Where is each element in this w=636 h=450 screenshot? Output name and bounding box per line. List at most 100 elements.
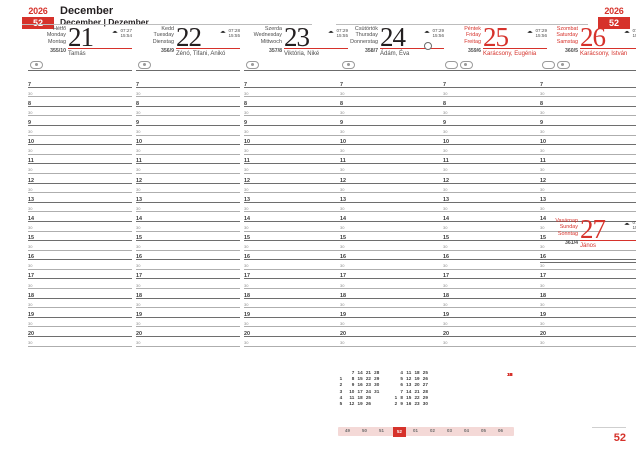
mini-day-cell[interactable]: 19 <box>414 376 420 382</box>
mini-week-number[interactable]: 03 <box>447 428 452 434</box>
time-slot-hour[interactable]: 14 <box>244 212 348 222</box>
time-slot-half[interactable]: 30 <box>244 279 348 290</box>
mini-day-cell[interactable]: 30 <box>422 401 428 407</box>
time-slot-half[interactable]: 30 <box>28 337 132 347</box>
time-slot-half[interactable]: 30 <box>340 222 444 232</box>
mini-day-cell[interactable]: 16 <box>357 382 363 388</box>
time-slot-hour[interactable]: 18 <box>443 289 547 299</box>
mini-week-number[interactable]: 02 <box>430 428 435 434</box>
time-slot-half[interactable]: 30 <box>443 222 547 232</box>
time-slot-half[interactable]: 30 <box>136 279 240 290</box>
time-slot-hour[interactable]: 18 <box>340 289 444 299</box>
nameday-pill[interactable] <box>138 61 151 69</box>
time-slot-hour[interactable]: 17 <box>244 270 348 280</box>
time-slot-hour[interactable]: 19 <box>443 308 547 318</box>
time-slot-hour[interactable]: 15 <box>136 232 240 242</box>
time-slot-half[interactable]: 30 <box>540 88 636 98</box>
mini-day-cell[interactable]: 20 <box>414 382 420 388</box>
time-slot-half[interactable]: 30 <box>540 107 636 117</box>
time-slot-half[interactable]: 30 <box>136 260 240 270</box>
time-slot-half[interactable]: 30 <box>136 145 240 155</box>
time-slot-half[interactable]: 30 <box>244 164 348 174</box>
mini-day-cell[interactable]: 14 <box>357 370 363 375</box>
mini-day-cell[interactable]: 2 <box>339 382 343 388</box>
mini-day-cell[interactable]: 5 <box>400 376 403 382</box>
time-slot-hour[interactable]: 11 <box>340 155 444 165</box>
time-slot-half[interactable]: 30 <box>340 241 444 251</box>
time-slot-half[interactable]: 30 <box>28 203 132 213</box>
mini-day-cell[interactable]: 23 <box>365 382 371 388</box>
time-slot-hour[interactable]: 12 <box>340 174 444 184</box>
time-slot-half[interactable]: 30 <box>540 299 636 309</box>
time-slot-half[interactable]: 30 <box>443 299 547 309</box>
time-slot-hour[interactable]: 7 <box>443 78 547 88</box>
mini-day-cell[interactable]: 21 <box>365 370 371 375</box>
time-slot-half[interactable]: 30 <box>28 260 132 270</box>
time-slot-hour[interactable]: 13 <box>540 193 636 203</box>
time-slot-half[interactable]: 30 <box>443 126 547 136</box>
time-slot-half[interactable]: 30 <box>28 279 132 290</box>
mini-day-cell[interactable]: 7 <box>351 370 355 375</box>
time-slot-hour[interactable]: 8 <box>443 97 547 107</box>
mini-week-number[interactable]: 50 <box>362 428 367 434</box>
mini-day-cell[interactable]: 15 <box>357 376 363 382</box>
time-slot-half[interactable]: 30 <box>540 279 636 290</box>
time-slot-half[interactable]: 30 <box>136 107 240 117</box>
time-slot-hour[interactable]: 8 <box>136 97 240 107</box>
mini-day-cell[interactable]: 30 <box>374 382 380 388</box>
time-slot-hour[interactable]: 9 <box>28 116 132 126</box>
nameday-pill[interactable] <box>30 61 43 69</box>
time-grid[interactable]: 7 30 8 30 9 30 10 30 11 30 12 30 13 30 14 30 15 30 16 30 17 3… <box>28 78 132 347</box>
time-slot-hour[interactable]: 9 <box>443 116 547 126</box>
mini-day-cell[interactable]: 28 <box>422 388 428 394</box>
mini-day-cell[interactable]: 8 <box>351 376 355 382</box>
time-slot-hour[interactable]: 19 <box>340 308 444 318</box>
time-slot-half[interactable]: 30 <box>443 203 547 213</box>
time-slot-hour[interactable]: 7 <box>340 78 444 88</box>
time-slot-half[interactable]: 30 <box>244 88 348 98</box>
time-slot-half[interactable]: 30 <box>136 222 240 232</box>
time-slot-hour[interactable]: 17 <box>28 270 132 280</box>
mini-day-cell[interactable]: 26 <box>365 401 371 407</box>
time-slot-hour[interactable]: 17 <box>443 270 547 280</box>
time-slot-hour[interactable]: 8 <box>340 97 444 107</box>
mini-week-number[interactable]: 51 <box>379 428 384 434</box>
mini-day-cell[interactable]: 27 <box>507 372 513 377</box>
time-slot-hour[interactable]: 13 <box>443 193 547 203</box>
time-grid[interactable]: 7 30 8 30 9 30 10 30 11 30 12 30 13 30 14 30 15 30 16 30 17 3… <box>540 78 636 347</box>
mini-day-cell[interactable]: 28 <box>374 370 380 375</box>
time-slot-half[interactable]: 30 <box>28 164 132 174</box>
mini-day-cell[interactable]: 26 <box>422 376 428 382</box>
mini-day-cell[interactable]: 9 <box>351 382 355 388</box>
time-slot-hour[interactable]: 18 <box>28 289 132 299</box>
time-slot-hour[interactable]: 14 <box>136 212 240 222</box>
time-grid[interactable]: 7 30 8 30 9 30 10 30 11 30 12 30 13 30 14 30 15 30 16 30 17 3… <box>443 78 547 347</box>
time-slot-half[interactable]: 30 <box>28 299 132 309</box>
time-slot-hour[interactable]: 15 <box>340 232 444 242</box>
time-slot-hour[interactable]: 15 <box>244 232 348 242</box>
time-slot-hour[interactable]: 20 <box>340 327 444 338</box>
time-slot-half[interactable]: 30 <box>540 241 636 251</box>
time-slot-half[interactable]: 30 <box>443 241 547 251</box>
time-slot-half[interactable]: 30 <box>28 88 132 98</box>
mini-day-cell[interactable]: 27 <box>422 382 428 388</box>
mini-day-cell[interactable]: 16 <box>406 401 412 407</box>
time-slot-hour[interactable]: 9 <box>340 116 444 126</box>
time-slot-half[interactable]: 30 <box>340 126 444 136</box>
time-slot-half[interactable]: 30 <box>443 145 547 155</box>
time-slot-half[interactable]: 30 <box>136 318 240 328</box>
time-slot-hour[interactable]: 9 <box>540 116 636 126</box>
mini-day-cell[interactable]: 17 <box>357 388 363 394</box>
mini-day-cell[interactable]: 1 <box>394 394 398 400</box>
time-slot-hour[interactable]: 13 <box>136 193 240 203</box>
time-slot-half[interactable]: 30 <box>443 164 547 174</box>
time-slot-half[interactable]: 30 <box>136 299 240 309</box>
time-slot-half[interactable]: 30 <box>28 107 132 117</box>
time-slot-half[interactable]: 30 <box>136 241 240 251</box>
time-slot-half[interactable]: 30 <box>340 184 444 194</box>
time-slot-half[interactable]: 30 <box>340 203 444 213</box>
mini-day-cell[interactable]: 3 <box>339 388 343 394</box>
time-slot-hour[interactable]: 18 <box>540 289 636 299</box>
mini-day-cell[interactable]: 17 <box>507 372 513 377</box>
mini-day-cell[interactable]: 11 <box>349 394 355 400</box>
